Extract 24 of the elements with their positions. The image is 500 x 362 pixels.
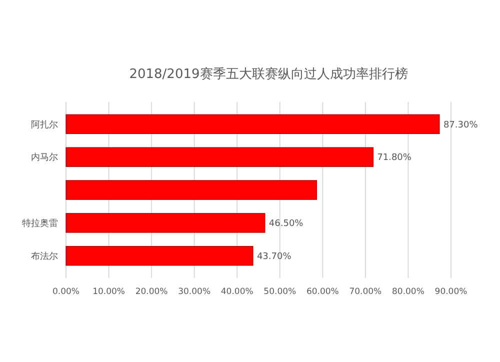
x-tick-label: 60.00% — [306, 287, 339, 297]
data-label: 46.50% — [268, 219, 304, 230]
bar — [66, 114, 440, 134]
y-tick-label: 阿扎尔 — [31, 119, 58, 130]
x-tick-label: 40.00% — [220, 287, 254, 297]
x-tick-label: 90.00% — [434, 287, 468, 297]
x-tick-label: 0.00% — [52, 287, 80, 297]
data-label: 87.30% — [443, 120, 478, 130]
bar — [66, 147, 374, 167]
y-tick-label: 内马尔 — [31, 152, 58, 164]
x-tick-label: 70.00% — [349, 287, 382, 297]
x-tick-label: 10.00% — [92, 287, 125, 297]
y-tick-label: 布法尔 — [31, 251, 58, 262]
data-label: 71.80% — [377, 153, 412, 164]
x-tick-label: 50.00% — [264, 287, 296, 297]
x-tick-label: 20.00% — [135, 287, 168, 297]
bar — [66, 246, 254, 266]
bar — [66, 213, 266, 233]
x-tick-label: 80.00% — [392, 287, 424, 297]
data-label: 43.70% — [256, 252, 292, 262]
x-tick-label: 30.00% — [178, 287, 211, 297]
y-tick-label: 特拉奥雷 — [22, 218, 58, 230]
chart-title: 2018/2019赛季五大联赛纵向过人成功率排行榜 — [129, 66, 408, 82]
bar — [66, 180, 317, 200]
